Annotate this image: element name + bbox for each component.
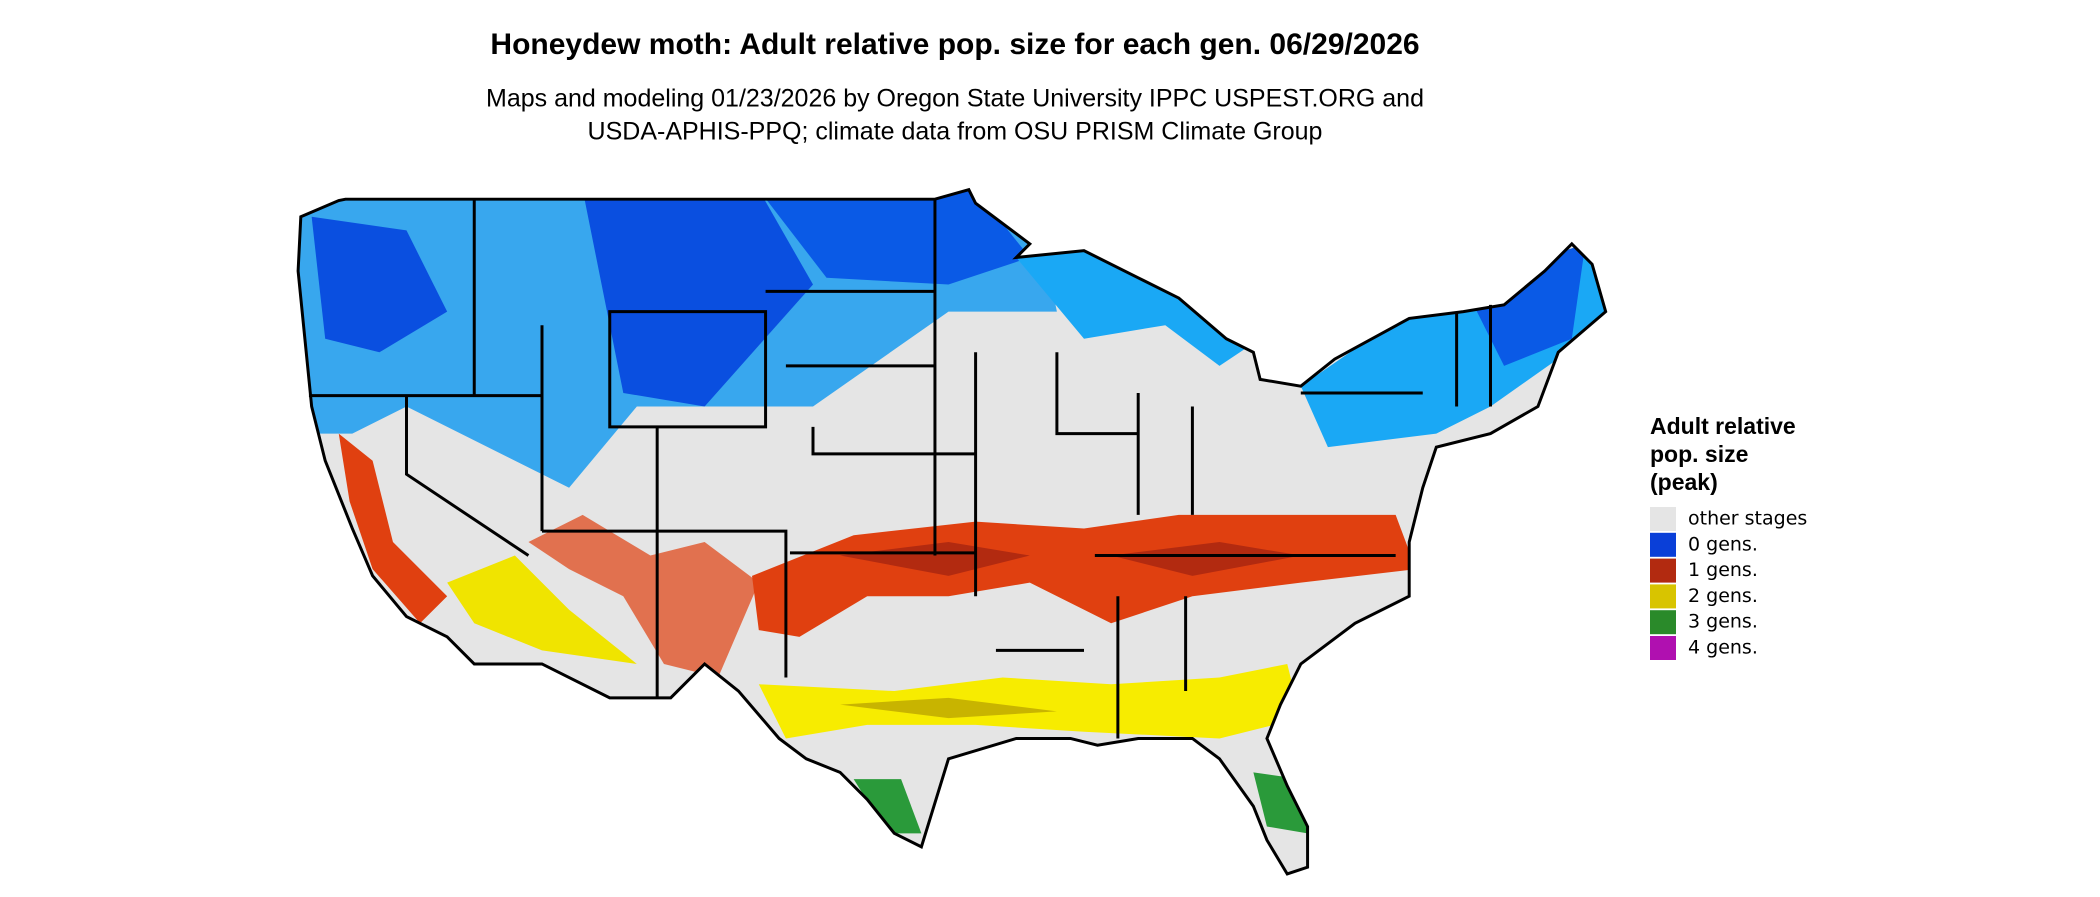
- legend-swatch: [1650, 532, 1676, 557]
- subtitle-line: USDA-APHIS-PPQ; climate data from OSU PR…: [588, 118, 1323, 146]
- legend-swatch: [1650, 636, 1676, 660]
- legend-title: (peak): [1650, 469, 1718, 495]
- legend-title: Adult relative: [1650, 413, 1796, 439]
- legend-swatch: [1650, 558, 1676, 583]
- legend: Adult relative pop. size (peak) other st…: [1650, 413, 1807, 660]
- legend-swatch: [1650, 507, 1676, 531]
- legend-label: 1 gens.: [1688, 559, 1758, 581]
- legend-label: 3 gens.: [1688, 611, 1758, 633]
- legend-label: 2 gens.: [1688, 585, 1758, 607]
- us-map: [296, 187, 1608, 876]
- title: Honeydew moth: Adult relative pop. size …: [490, 28, 1419, 61]
- legend-label: other stages: [1688, 508, 1807, 530]
- legend-swatch: [1650, 584, 1676, 609]
- subtitle-line: Maps and modeling 01/23/2026 by Oregon S…: [486, 85, 1424, 113]
- legend-label: 0 gens.: [1688, 533, 1758, 555]
- legend-title: pop. size: [1650, 441, 1748, 467]
- legend-swatch: [1650, 610, 1676, 635]
- legend-label: 4 gens.: [1688, 637, 1758, 659]
